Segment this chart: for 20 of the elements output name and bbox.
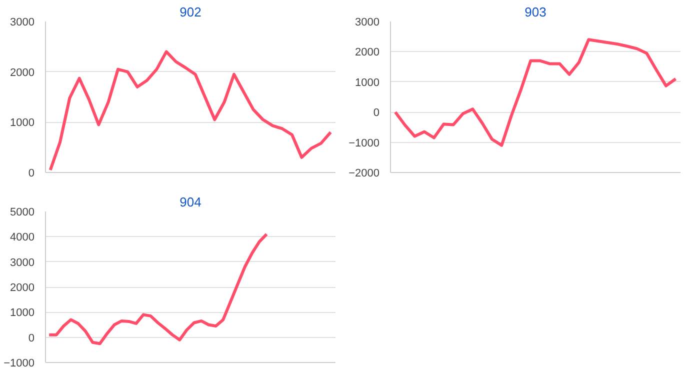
y-tick-label: 1000 [355,76,380,89]
y-tick-label: −1000 [348,137,380,150]
y-tick-label: −2000 [348,168,380,180]
y-tick-label: 2000 [355,46,380,59]
y-tick-label: 2000 [10,282,35,294]
y-tick-label: 1000 [10,307,35,320]
chart-title: 903 [524,4,546,20]
y-tick-label: 3000 [10,256,35,269]
chart-title: 902 [180,4,202,20]
y-tick-label: 4000 [10,232,35,244]
y-tick-label: 3000 [355,16,380,28]
y-tick-label: 0 [28,332,35,344]
y-tick-label: 0 [28,168,35,180]
chart-title: 904 [180,194,202,210]
y-tick-label: 0 [373,107,380,120]
y-tick-label: 1000 [10,117,35,130]
y-tick-label: 5000 [10,206,35,218]
y-tick-label: 2000 [10,66,35,79]
y-tick-label: −1000 [4,358,35,370]
y-tick-label: 3000 [10,16,35,28]
